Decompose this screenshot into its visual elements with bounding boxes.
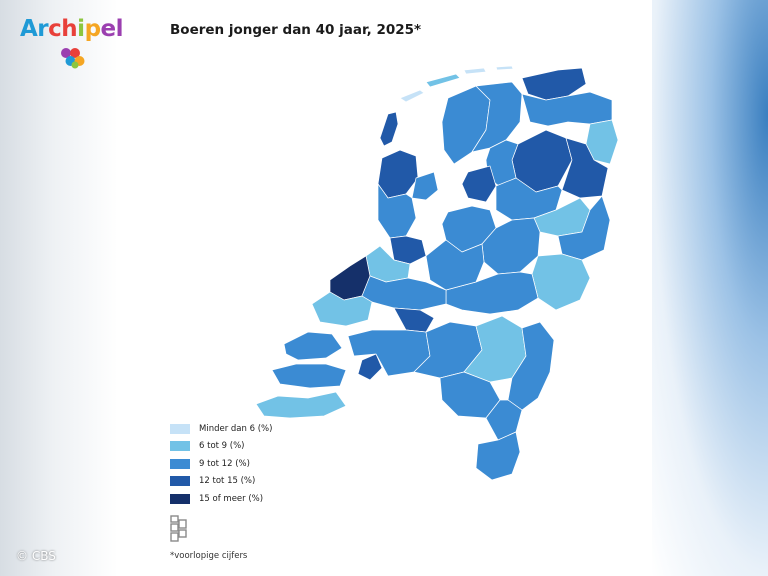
legend-swatch bbox=[170, 423, 190, 434]
region-groningen-mid bbox=[521, 91, 613, 127]
archipel-logo: Archipel bbox=[20, 16, 130, 72]
region-utrecht bbox=[425, 239, 485, 291]
legend-item-15plus: 15 of meer (%) bbox=[170, 490, 272, 508]
region-zeeland-mid bbox=[271, 363, 347, 389]
region-tholen bbox=[357, 353, 383, 381]
island-schiermonnikoog bbox=[495, 65, 514, 71]
logo-part-5: el bbox=[100, 16, 124, 42]
region-friesland-west bbox=[441, 85, 491, 165]
logo-wordmark: Archipel bbox=[20, 16, 124, 42]
region-rotterdam bbox=[311, 291, 373, 327]
region-zuid-limburg bbox=[475, 431, 521, 481]
legend-label: 6 tot 9 (%) bbox=[199, 441, 245, 452]
legend-swatch bbox=[170, 458, 190, 469]
legend-item-9-12: 9 tot 12 (%) bbox=[170, 455, 272, 473]
legend-item-lt6: Minder dan 6 (%) bbox=[170, 420, 272, 438]
logo-part-2: ch bbox=[48, 16, 78, 42]
island-texel bbox=[379, 111, 399, 147]
island-vlieland bbox=[399, 89, 425, 103]
region-groningen-north bbox=[521, 67, 587, 101]
netherlands-choropleth-map bbox=[255, 65, 619, 481]
map-legend: Minder dan 6 (%) 6 tot 9 (%) 9 tot 12 (%… bbox=[170, 420, 272, 508]
logo-part-1: Ar bbox=[20, 16, 49, 42]
footnote: *voorlopige cijfers bbox=[170, 551, 248, 561]
cbs-logo-icon bbox=[170, 515, 187, 542]
region-dordrecht bbox=[393, 307, 435, 333]
legend-label: Minder dan 6 (%) bbox=[199, 423, 273, 434]
legend-swatch bbox=[170, 493, 190, 504]
legend-swatch bbox=[170, 441, 190, 452]
legend-swatch bbox=[170, 476, 190, 487]
region-noord-holland-mid bbox=[377, 183, 417, 239]
legend-label: 9 tot 12 (%) bbox=[199, 458, 250, 469]
left-backdrop bbox=[0, 0, 118, 576]
island-ameland bbox=[463, 67, 487, 75]
region-zeeuws-vlaanderen bbox=[255, 391, 347, 419]
logo-part-3: i bbox=[77, 16, 85, 42]
region-amsterdam bbox=[389, 235, 427, 265]
legend-item-12-15: 12 tot 15 (%) bbox=[170, 473, 272, 491]
region-noordoostpolder bbox=[461, 165, 497, 203]
copyright-notice: © CBS bbox=[16, 549, 56, 563]
legend-label: 12 tot 15 (%) bbox=[199, 476, 256, 487]
region-veluwe bbox=[481, 217, 541, 275]
region-noord-limburg bbox=[507, 321, 555, 411]
legend-item-6-9: 6 tot 9 (%) bbox=[170, 438, 272, 456]
region-wieringen bbox=[411, 171, 439, 201]
region-noord-holland-north bbox=[377, 149, 419, 199]
region-achterhoek bbox=[531, 253, 591, 311]
island-terschelling bbox=[425, 73, 461, 88]
region-betuwe bbox=[445, 271, 539, 315]
logo-part-4: p bbox=[84, 16, 101, 42]
right-backdrop bbox=[652, 0, 768, 576]
logo-hexagons-icon bbox=[61, 48, 85, 69]
region-overijssel-north bbox=[495, 177, 563, 221]
legend-label: 15 of meer (%) bbox=[199, 493, 264, 504]
region-zeeland-north bbox=[283, 331, 343, 361]
map-title: Boeren jonger dan 40 jaar, 2025* bbox=[170, 22, 422, 38]
